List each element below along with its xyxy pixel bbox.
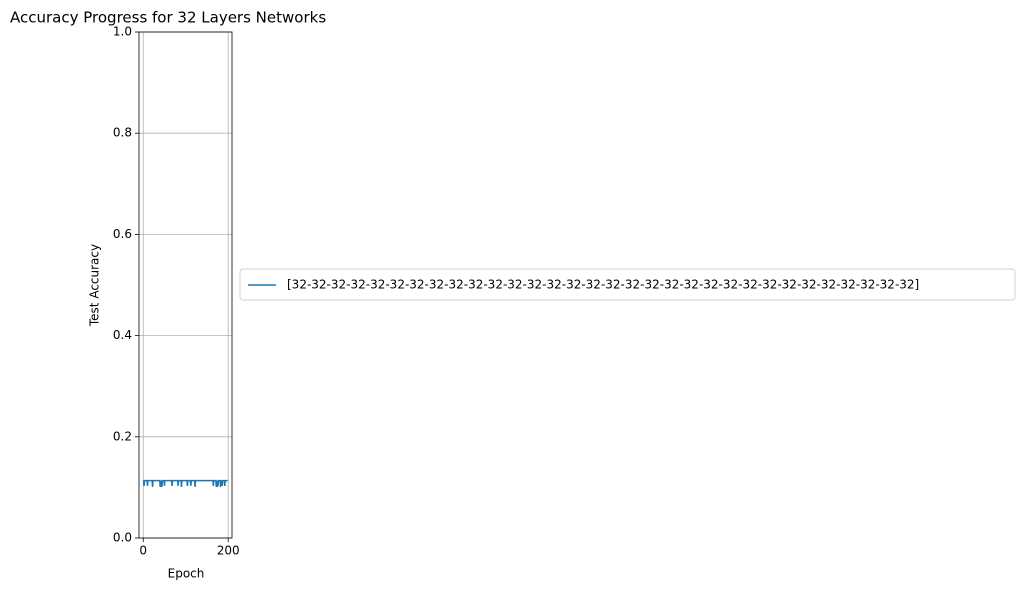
y-tick-label: 1.0 bbox=[113, 25, 132, 39]
plot-frame bbox=[138, 31, 233, 539]
x-tick-label: 0 bbox=[139, 544, 147, 558]
x-tick-label: 200 bbox=[217, 544, 240, 558]
y-tick-label: 0.8 bbox=[113, 126, 132, 140]
y-tick-label: 0.2 bbox=[113, 429, 132, 443]
y-axis-label: Test Accuracy bbox=[88, 244, 102, 327]
y-tick-label: 0.0 bbox=[113, 531, 132, 545]
legend-box bbox=[239, 268, 1016, 301]
chart-title: Accuracy Progress for 32 Layers Networks bbox=[10, 9, 326, 27]
y-tick-label: 0.6 bbox=[113, 227, 132, 241]
series-line bbox=[142, 479, 228, 487]
y-tick-label: 0.4 bbox=[113, 328, 132, 342]
x-axis-label: Epoch bbox=[168, 567, 205, 581]
legend-label: [32-32-32-32-32-32-32-32-32-32-32-32-32-… bbox=[287, 278, 919, 292]
